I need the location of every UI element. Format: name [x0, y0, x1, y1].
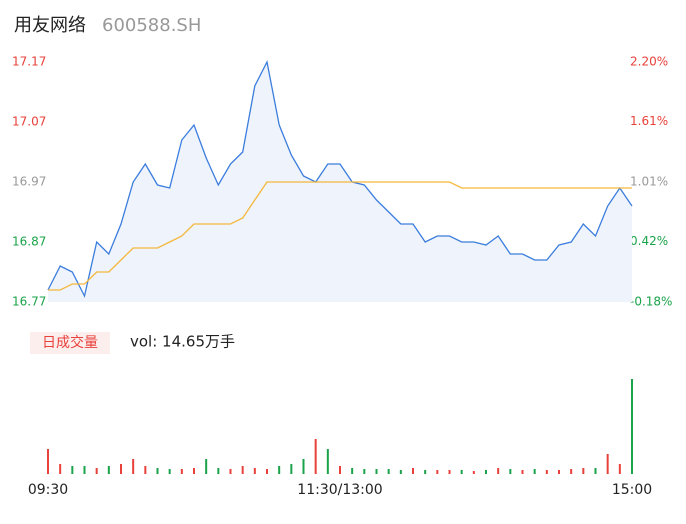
volume-bar: [339, 466, 341, 474]
volume-bar: [217, 468, 220, 474]
y2-tick-label: -0.18%: [630, 295, 672, 309]
y-tick-label: 17.07: [12, 115, 46, 129]
volume-bar: [278, 466, 281, 474]
volume-bar: [460, 470, 463, 474]
volume-bar: [424, 470, 427, 474]
volume-subtitle: vol: 14.65万手: [130, 333, 235, 351]
price-line: [47, 60, 633, 298]
volume-bar: [448, 470, 451, 474]
volume-bar: [156, 468, 159, 474]
volume-bar: [618, 464, 621, 474]
volume-bar: [412, 468, 414, 474]
volume-bar: [594, 468, 597, 474]
volume-bar: [436, 470, 439, 474]
volume-bar: [193, 468, 195, 474]
y2-tick-label: 2.20%: [630, 55, 668, 69]
volume-bar: [71, 466, 74, 474]
y2-tick-label: 1.61%: [630, 114, 668, 128]
volume-bar: [387, 469, 390, 474]
y-tick-label: 16.77: [12, 295, 46, 309]
volume-bar: [606, 454, 609, 474]
volume-bar: [132, 459, 135, 474]
volume-bar: [205, 459, 208, 474]
volume-label-box: [30, 332, 110, 354]
volume-bar: [631, 379, 633, 474]
volume-bar: [570, 469, 573, 474]
volume-bar: [144, 466, 147, 474]
volume-bar: [399, 470, 402, 474]
chart-title: 用友网络: [14, 15, 86, 36]
volume-bar: [326, 449, 329, 474]
y-tick-label: 16.97: [12, 175, 46, 189]
volume-bar: [253, 468, 256, 474]
x-tick-label: 09:30: [28, 482, 68, 498]
y-tick-label: 16.87: [12, 235, 46, 249]
volume-bar: [302, 459, 305, 474]
average-line: [48, 181, 632, 291]
y2-tick-label: 1.01%: [630, 175, 668, 189]
volume-bar: [497, 468, 500, 474]
volume-bar: [120, 464, 122, 474]
x-tick-label: 11:30/13:00: [297, 482, 382, 498]
volume-bar: [180, 469, 183, 474]
volume-bar: [472, 471, 475, 474]
chart-subtitle: 600588.SH: [102, 15, 201, 36]
volume-bar: [59, 464, 62, 474]
x-tick-label: 15:00: [612, 482, 652, 498]
volume-bar: [47, 449, 49, 474]
volume-bar: [241, 466, 244, 474]
y2-tick-label: 0.42%: [630, 234, 668, 248]
y-tick-label: 17.17: [12, 55, 46, 69]
volume-bar: [107, 466, 110, 474]
volume-bar: [83, 466, 86, 474]
volume-bar: [351, 468, 354, 474]
volume-bar: [375, 469, 378, 474]
volume-bar: [485, 470, 487, 474]
volume-bar: [521, 470, 524, 474]
volume-bar: [582, 468, 585, 474]
volume-bar: [314, 439, 317, 474]
volume-title: 日成交量: [42, 334, 98, 351]
volume-bar: [363, 469, 366, 474]
volume-bar: [509, 469, 512, 474]
volume-bar: [533, 469, 536, 474]
volume-bar: [290, 464, 293, 474]
volume-bar: [558, 470, 560, 474]
volume-bar: [95, 468, 98, 474]
volume-bar: [229, 469, 232, 474]
volume-bar: [168, 469, 171, 474]
volume-bar: [545, 470, 548, 474]
volume-bar: [266, 469, 268, 474]
